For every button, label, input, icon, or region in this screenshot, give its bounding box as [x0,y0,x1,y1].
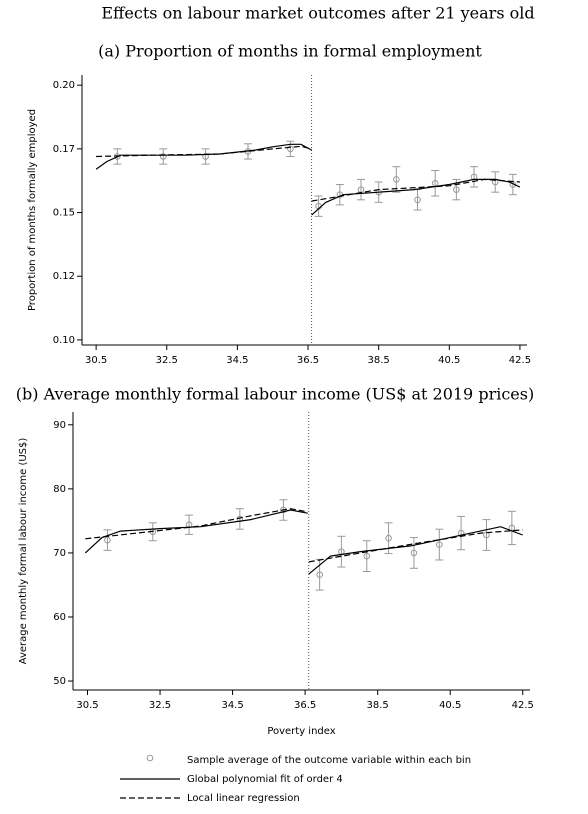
y-axis-label: Average monthly formal labour income (US… [18,438,29,665]
x-tick-label: 42.5 [509,355,531,366]
local-linear-line [85,508,523,563]
y-tick-label: 0.20 [53,80,75,91]
bin-mean [410,549,418,557]
legend-label: Sample average of the outcome variable w… [187,755,471,766]
x-tick-label: 42.5 [512,700,534,711]
bin-mean [363,552,371,560]
legend-marker [146,754,154,762]
legend-label: Global polynomial fit of order 4 [187,774,343,785]
panel-title: (a) Proportion of months in formal emplo… [98,42,482,61]
y-tick-label: 60 [53,612,66,623]
y-tick-label: 70 [53,548,66,559]
y-tick-label: 0.10 [53,335,75,346]
legend-label: Local linear regression [187,793,300,804]
y-axis-label: Proportion of months formally employed [27,109,38,311]
y-tick-label: 0.15 [53,208,75,219]
x-tick-label: 36.5 [297,355,319,366]
bin-mean [385,534,392,542]
x-tick-label: 40.5 [439,700,461,711]
x-axis-label: Poverty index [267,726,335,737]
y-tick-label: 0.17 [53,144,75,155]
y-tick-label: 0.12 [53,271,75,282]
y-tick-label: 50 [53,676,66,687]
bin-mean [287,145,294,153]
x-tick-label: 40.5 [438,355,460,366]
main-title: Effects on labour market outcomes after … [101,4,534,23]
x-tick-label: 30.5 [85,355,107,366]
bin-mean [159,153,167,160]
bin-mean [436,541,443,548]
panel-title: (b) Average monthly formal labour income… [16,385,534,404]
bin-mean [104,536,111,544]
y-tick-label: 90 [53,420,66,431]
x-tick-label: 32.5 [149,700,171,711]
x-tick-label: 30.5 [76,700,98,711]
bin-mean [453,186,460,193]
bin-mean [393,176,400,183]
x-tick-label: 32.5 [156,355,178,366]
x-tick-label: 38.5 [368,355,390,366]
local-linear-line [96,145,520,202]
bin-mean [316,571,323,579]
polynomial-line [84,509,523,575]
bin-mean [414,196,421,204]
y-tick-label: 80 [53,484,66,495]
x-tick-label: 34.5 [226,355,248,366]
x-tick-label: 34.5 [221,700,243,711]
x-tick-label: 36.5 [294,700,316,711]
x-tick-label: 38.5 [367,700,389,711]
